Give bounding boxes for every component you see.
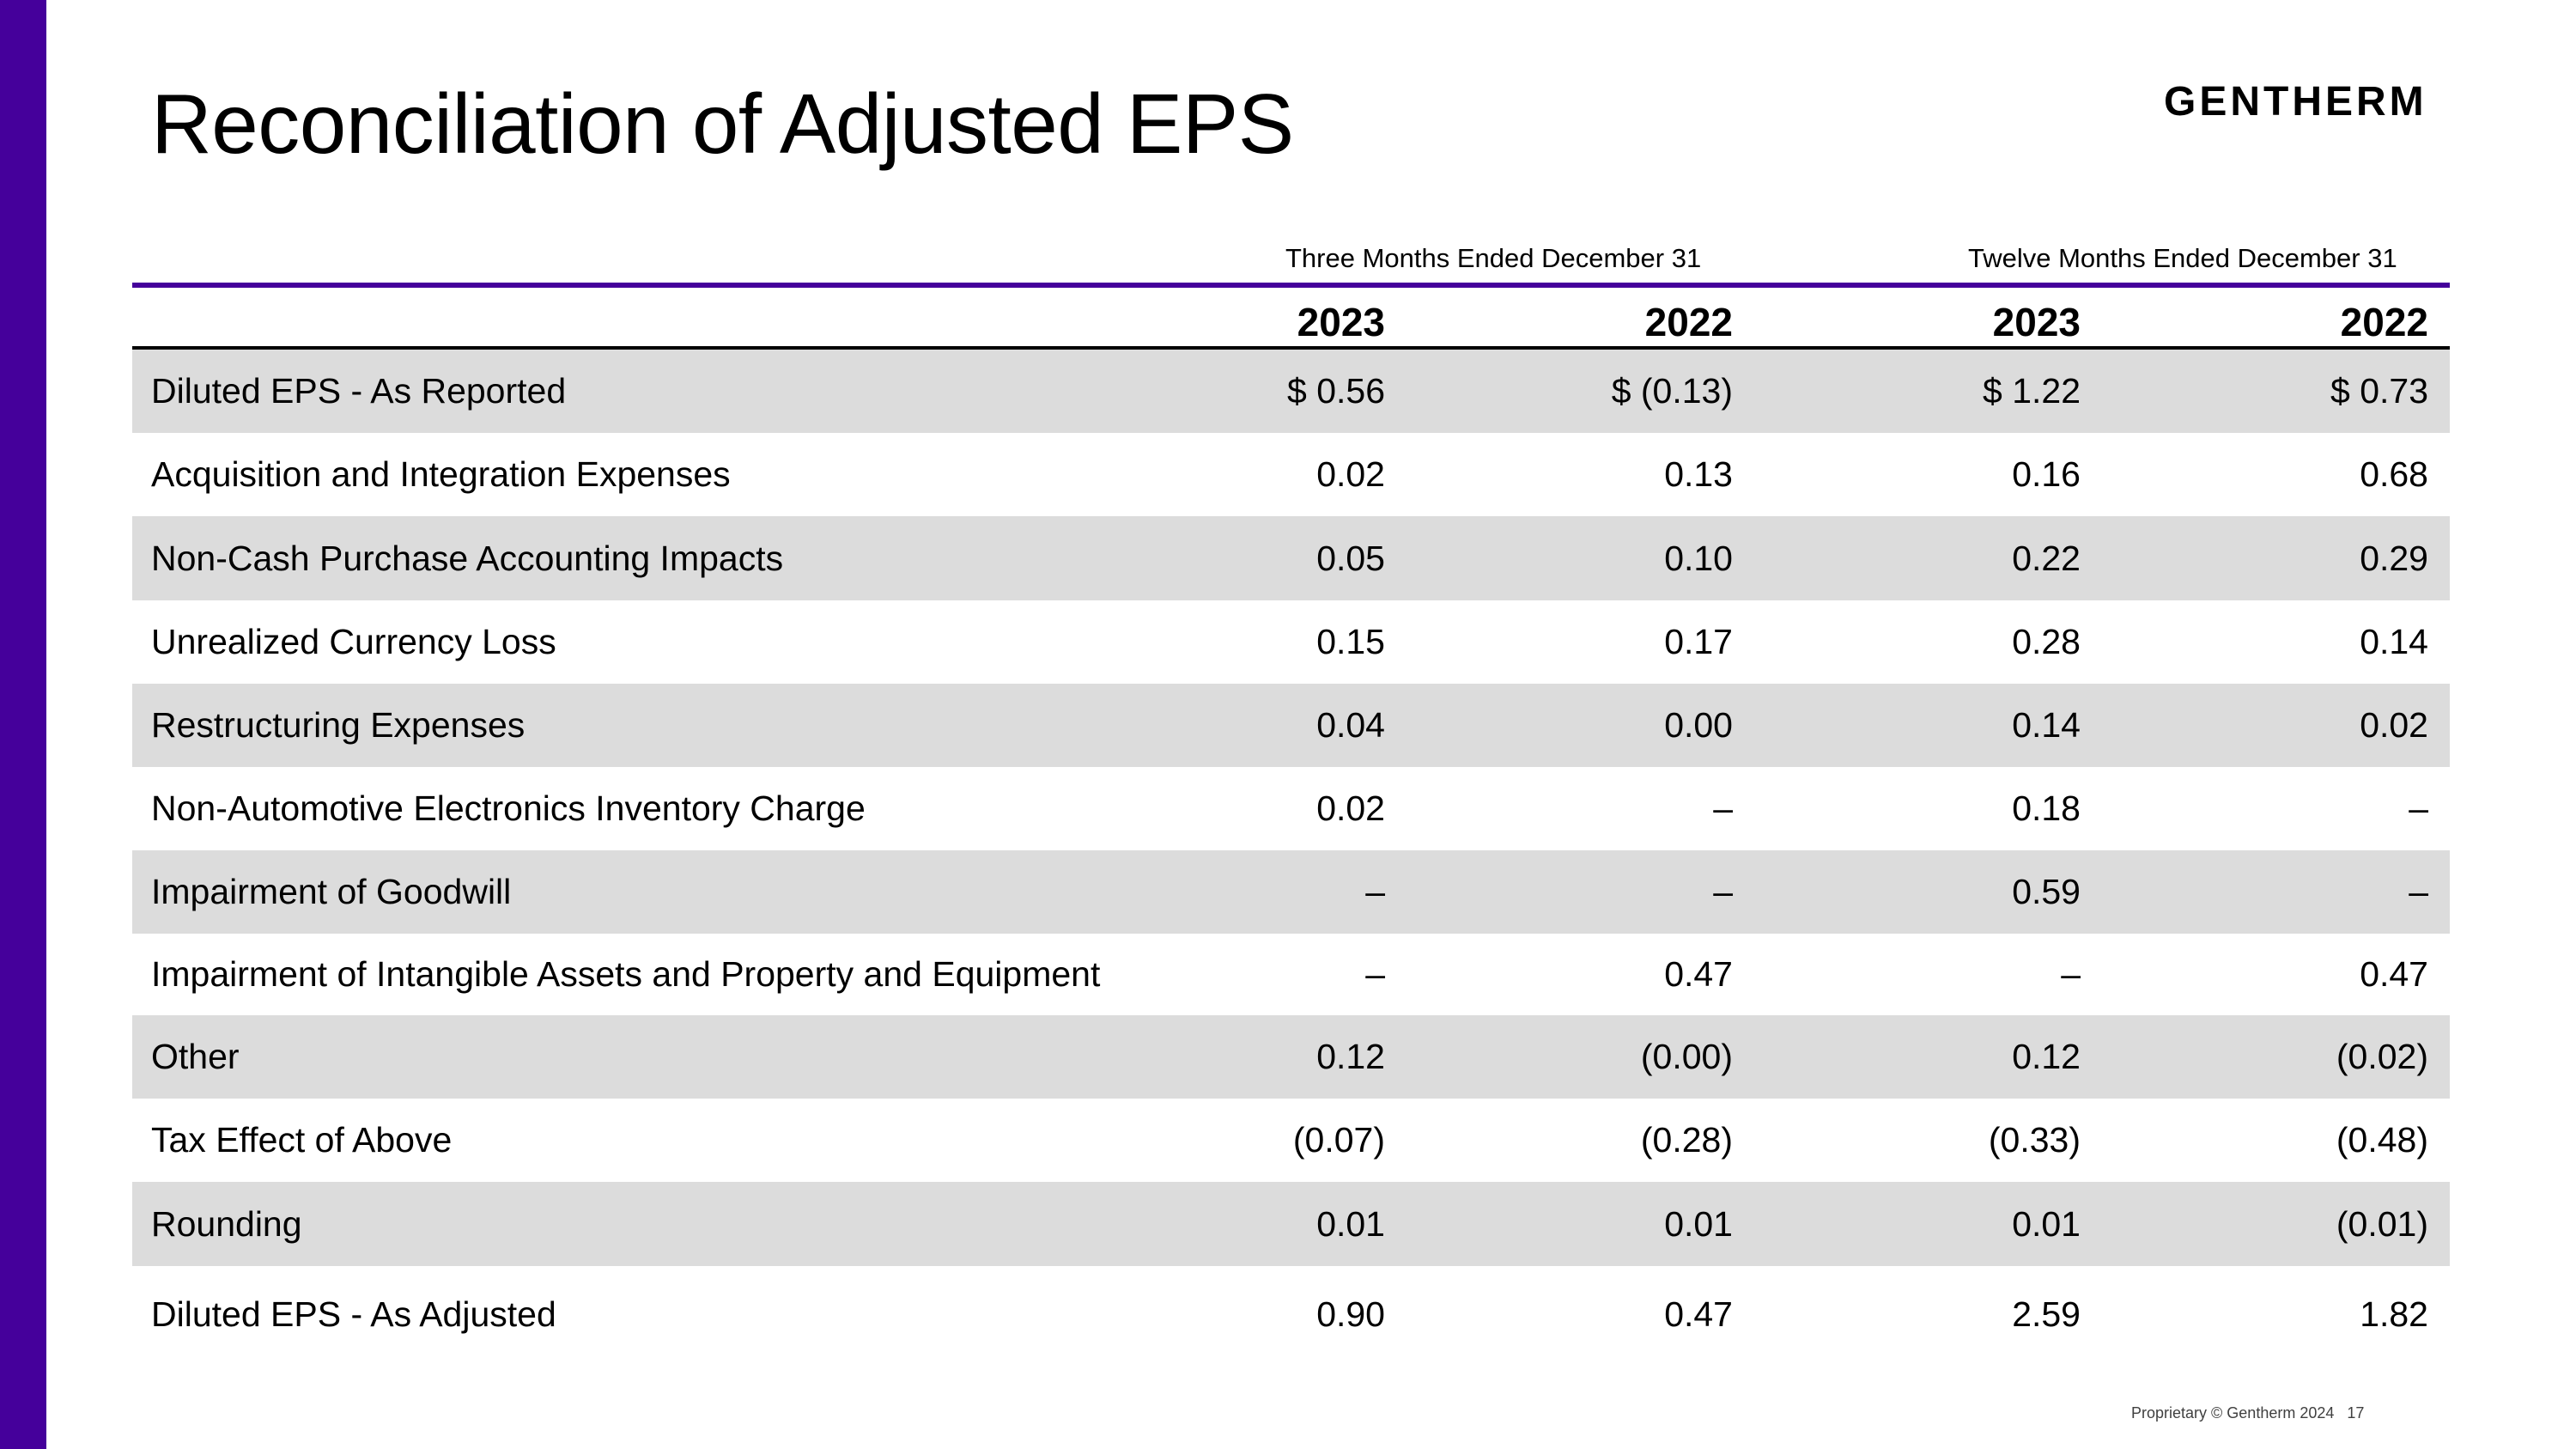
table-row: Non-Cash Purchase Accounting Impacts 0.0… — [132, 516, 2450, 600]
value-cell: 0.02 — [1316, 788, 1385, 828]
value-cell: 0.12 — [1316, 1037, 1385, 1076]
value-cell: 0.28 — [2012, 622, 2081, 661]
value-cell: 0.16 — [2012, 454, 2081, 494]
year-header: 2023 — [1992, 300, 2081, 344]
table-row: Tax Effect of Above (0.07) (0.28) (0.33)… — [132, 1099, 2450, 1182]
row-label: Acquisition and Integration Expenses — [151, 454, 731, 494]
value-cell: (0.07) — [1292, 1120, 1385, 1160]
page-number: 17 — [2347, 1404, 2365, 1422]
value-cell: 0.04 — [1316, 705, 1385, 745]
value-cell: 0.29 — [2360, 538, 2428, 578]
value-cell: (0.02) — [2336, 1037, 2428, 1076]
value-cell: 2.59 — [2012, 1294, 2081, 1334]
value-cell: 0.17 — [1664, 622, 1733, 661]
value-cell: – — [2409, 872, 2428, 911]
value-cell: 0.02 — [2360, 705, 2428, 745]
value-cell: 0.14 — [2360, 622, 2428, 661]
value-cell: $ (0.13) — [1611, 371, 1733, 411]
table-row: Restructuring Expenses 0.04 0.00 0.14 0.… — [132, 684, 2450, 767]
row-label: Unrealized Currency Loss — [151, 622, 556, 661]
row-label: Impairment of Intangible Assets and Prop… — [151, 954, 1101, 994]
value-cell: 0.14 — [2012, 705, 2081, 745]
row-label: Rounding — [151, 1203, 302, 1244]
value-cell: 0.59 — [2012, 872, 2081, 911]
value-cell: 0.22 — [2012, 538, 2081, 578]
value-cell: 0.47 — [2360, 954, 2428, 994]
row-label: Other — [151, 1037, 240, 1076]
row-label: Diluted EPS - As Reported — [151, 371, 567, 411]
value-cell: 0.47 — [1664, 1294, 1733, 1334]
table-row: Acquisition and Integration Expenses 0.0… — [132, 433, 2450, 516]
value-cell: 0.10 — [1664, 538, 1733, 578]
table-row: Non-Automotive Electronics Inventory Cha… — [132, 767, 2450, 850]
value-cell: (0.01) — [2336, 1203, 2428, 1244]
value-cell: 0.90 — [1316, 1294, 1385, 1334]
value-cell: 0.05 — [1316, 538, 1385, 578]
row-label: Diluted EPS - As Adjusted — [151, 1294, 556, 1334]
value-cell: 0.47 — [1664, 954, 1733, 994]
header-rule — [132, 283, 2450, 288]
year-header: 2022 — [2340, 300, 2428, 344]
value-cell: $ 1.22 — [1983, 371, 2081, 411]
value-cell: (0.48) — [2336, 1120, 2428, 1160]
table-row: Diluted EPS - As Adjusted 0.90 0.47 2.59… — [132, 1273, 2450, 1356]
value-cell: 0.18 — [2012, 788, 2081, 828]
value-cell: $ 0.73 — [2330, 371, 2428, 411]
table-row: Rounding 0.01 0.01 0.01 (0.01) — [132, 1182, 2450, 1266]
table-row: Other 0.12 (0.00) 0.12 (0.02) — [132, 1015, 2450, 1099]
value-cell: 0.01 — [1316, 1203, 1385, 1244]
value-cell: – — [2409, 788, 2428, 828]
table-row: Unrealized Currency Loss 0.15 0.17 0.28 … — [132, 600, 2450, 684]
value-cell: $ 0.56 — [1287, 371, 1385, 411]
value-cell: 0.15 — [1316, 622, 1385, 661]
gentherm-logo: GENTHERM — [2164, 79, 2427, 125]
value-cell: (0.00) — [1640, 1037, 1733, 1076]
value-cell: 0.00 — [1664, 705, 1733, 745]
value-cell: 1.82 — [2360, 1294, 2428, 1334]
value-cell: 0.68 — [2360, 454, 2428, 494]
accent-side-bar — [0, 0, 46, 1449]
value-cell: (0.28) — [1640, 1120, 1733, 1160]
value-cell: 0.02 — [1316, 454, 1385, 494]
page-title: Reconciliation of Adjusted EPS — [151, 76, 1294, 171]
value-cell: 0.13 — [1664, 454, 1733, 494]
twelve-months-header: Twelve Months Ended December 31 — [1968, 243, 2397, 273]
copyright-text: Proprietary © Gentherm 2024 — [2131, 1404, 2335, 1422]
value-cell: 0.12 — [2012, 1037, 2081, 1076]
row-label: Non-Automotive Electronics Inventory Cha… — [151, 788, 866, 828]
value-cell: 0.01 — [1664, 1203, 1733, 1244]
row-label: Impairment of Goodwill — [151, 872, 512, 911]
column-header-rule — [132, 346, 2450, 350]
value-cell: – — [1713, 872, 1733, 911]
value-cell: (0.33) — [1988, 1120, 2081, 1160]
row-label: Non-Cash Purchase Accounting Impacts — [151, 538, 784, 578]
table-row: Impairment of Intangible Assets and Prop… — [132, 934, 2450, 1015]
value-cell: – — [2061, 954, 2081, 994]
table-row: Impairment of Goodwill – – 0.59 – — [132, 850, 2450, 934]
footer: Proprietary © Gentherm 2024 17 — [2131, 1404, 2364, 1422]
year-header: 2022 — [1644, 300, 1733, 344]
value-cell: 0.01 — [2012, 1203, 2081, 1244]
row-label: Tax Effect of Above — [151, 1120, 453, 1160]
value-cell: – — [1365, 872, 1385, 911]
year-header: 2023 — [1297, 300, 1385, 344]
value-cell: – — [1365, 954, 1385, 994]
row-label: Restructuring Expenses — [151, 705, 526, 745]
table-row: Diluted EPS - As Reported $ 0.56 $ (0.13… — [132, 350, 2450, 433]
value-cell: – — [1713, 788, 1733, 828]
three-months-header: Three Months Ended December 31 — [1285, 243, 1702, 273]
